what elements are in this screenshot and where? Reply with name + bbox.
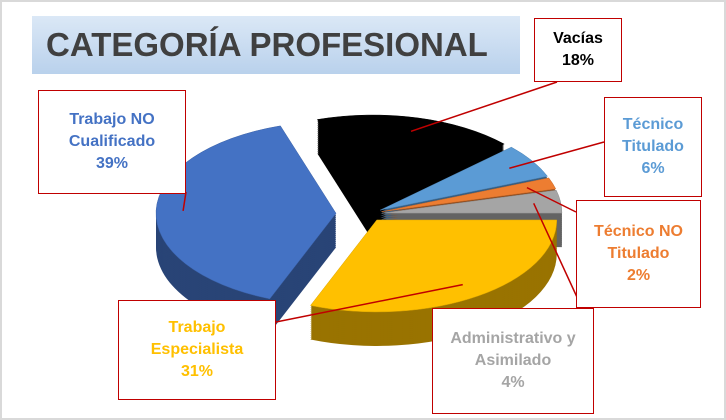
leader-line bbox=[275, 283, 463, 323]
value-label: 18% bbox=[561, 52, 595, 69]
value-label: 31% bbox=[180, 363, 214, 380]
category-label: Trabajo NO Cualificado bbox=[68, 111, 156, 150]
slice bbox=[380, 146, 548, 211]
leader-line bbox=[533, 202, 583, 309]
value-label: 39% bbox=[95, 155, 129, 172]
category-label: Técnico Titulado bbox=[622, 116, 684, 155]
data-label: Vacías 18% bbox=[534, 18, 622, 82]
value-label: 6% bbox=[641, 160, 665, 177]
category-label: Vacías bbox=[553, 30, 603, 47]
value-label: 2% bbox=[626, 267, 651, 284]
leader-line bbox=[182, 191, 187, 212]
data-label: Técnico NO Titulado 2% bbox=[576, 200, 701, 308]
category-label: Trabajo Especialista bbox=[150, 319, 244, 358]
leader-line bbox=[410, 81, 558, 132]
leader-line bbox=[509, 141, 605, 169]
category-label: Administrativo y Asimilado bbox=[450, 330, 576, 369]
leader-line bbox=[526, 186, 577, 213]
chart-title: CATEGORÍA PROFESIONAL bbox=[32, 16, 520, 74]
data-label: Técnico Titulado 6% bbox=[604, 97, 702, 197]
slice bbox=[381, 177, 557, 213]
slice bbox=[155, 125, 337, 300]
data-label: Trabajo NO Cualificado 39% bbox=[38, 90, 186, 194]
data-label: Trabajo Especialista 31% bbox=[118, 300, 276, 400]
category-label: Técnico NO Titulado bbox=[594, 223, 683, 262]
slice bbox=[316, 114, 505, 208]
slice bbox=[381, 189, 563, 214]
value-label: 4% bbox=[501, 374, 525, 391]
data-label: Administrativo y Asimilado 4% bbox=[432, 308, 594, 414]
